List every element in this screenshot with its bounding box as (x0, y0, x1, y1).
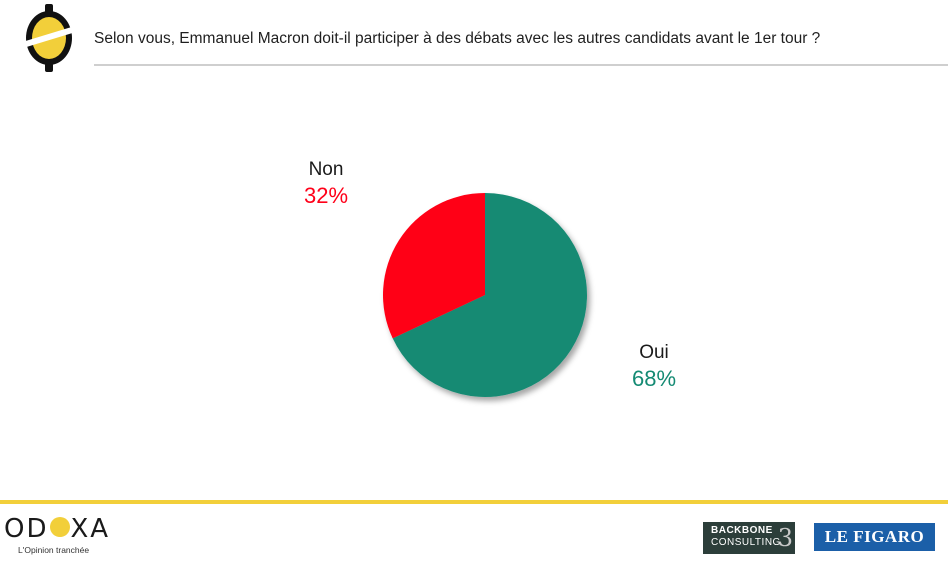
backbone-line1: BACKBONE (711, 525, 773, 536)
backbone-consulting-logo: BACKBONE CONSULTING 3 (703, 522, 795, 554)
question-title: Selon vous, Emmanuel Macron doit-il part… (94, 30, 821, 47)
odoxa-tagline: L'Opinion tranchée (18, 545, 90, 555)
slice-label-oui: Oui 68% (594, 341, 714, 393)
slice-name-non: Non (308, 159, 344, 180)
slice-value-oui: 68% (631, 366, 677, 391)
slice-label-non: Non 32% (266, 158, 386, 210)
pie-slice-non (383, 193, 485, 339)
title-divider (94, 64, 948, 66)
pie-slice-oui (392, 193, 588, 397)
odoxa-logo: OD XA L'Opinion tranchée (4, 514, 116, 562)
odoxa-wordmark: OD XA (4, 514, 111, 544)
le-figaro-logo: LE FIGARO (814, 523, 935, 551)
footer-divider (0, 500, 948, 504)
backbone-line2: CONSULTING (711, 537, 781, 548)
slice-value-non: 32% (303, 183, 349, 208)
odoxa-circle-icon (49, 517, 70, 537)
footer (0, 504, 948, 565)
backbone-mark: 3 (777, 524, 793, 552)
slice-name-oui: Oui (639, 342, 669, 363)
odoxa-emblem-icon (25, 4, 73, 72)
